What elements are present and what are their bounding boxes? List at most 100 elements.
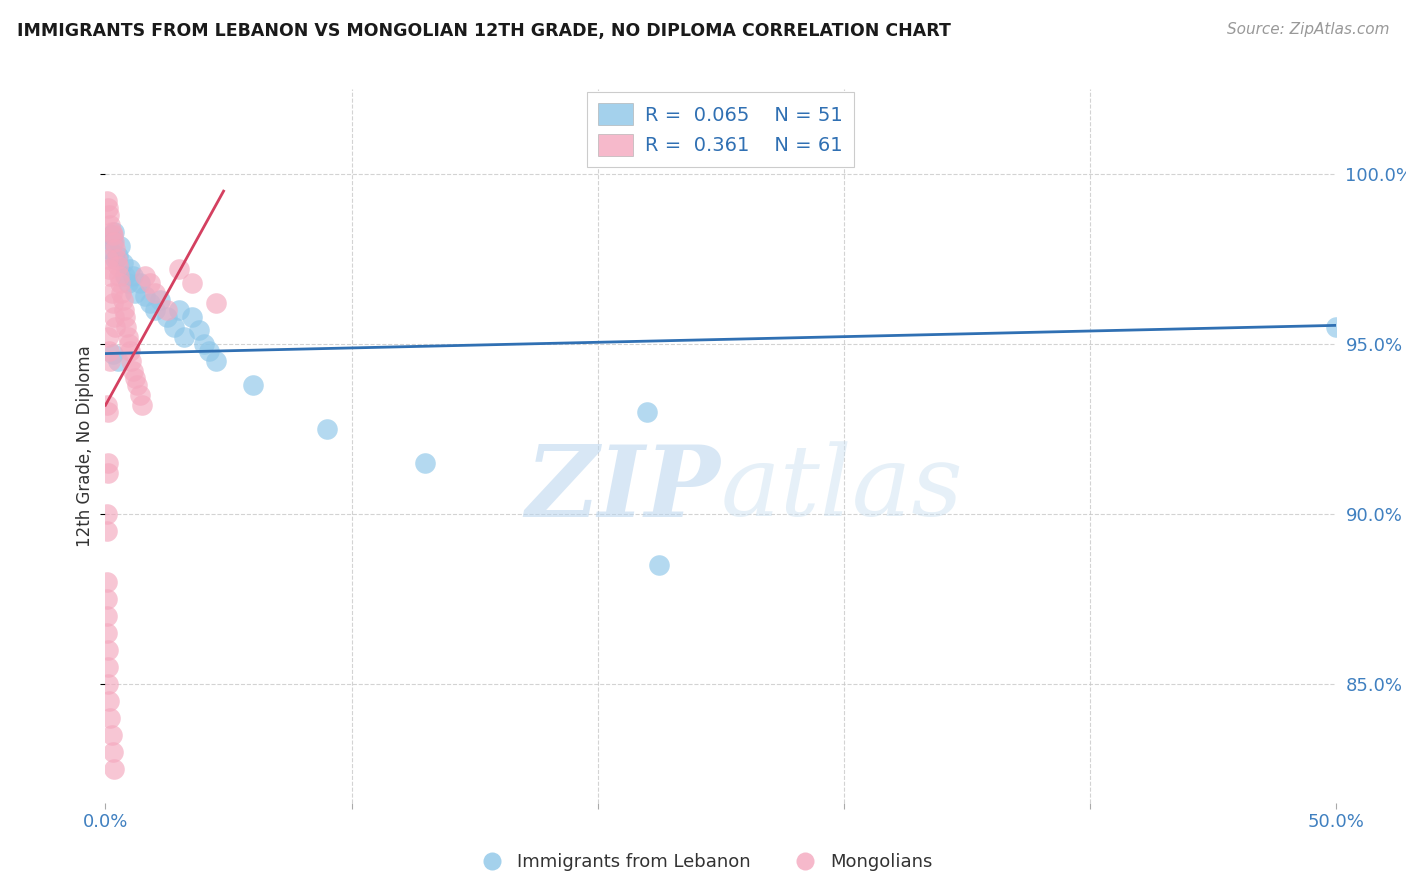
Point [98,269,122,284]
Point [124,286,146,301]
Point [143,286,166,301]
Point [110,238,132,252]
Legend: Immigrants from Lebanon, Mongolians: Immigrants from Lebanon, Mongolians [467,847,939,879]
Point [100,225,122,239]
Point [96,591,118,606]
Point [110,286,132,301]
Point [105,252,128,266]
Point [107,259,129,273]
Point [97,677,120,691]
Point [193,337,215,351]
Point [98,343,121,358]
Point [98,354,122,368]
Point [96,626,118,640]
Point [111,255,134,269]
Point [149,293,172,307]
Point [129,388,152,402]
Point [103,310,125,324]
Text: atlas: atlas [721,442,963,536]
Point [104,252,127,266]
Point [117,330,139,344]
Point [120,343,141,358]
Point [98,242,121,256]
Point [173,330,195,344]
Point [197,343,221,358]
Point [129,276,152,290]
Point [108,269,131,284]
Point [97,252,120,266]
Point [98,694,121,708]
Point [96,524,118,538]
Point [98,711,122,725]
Point [100,728,122,742]
Point [101,235,124,249]
Point [96,398,118,412]
Point [97,201,120,215]
Point [111,293,134,307]
Point [101,745,124,759]
Point [205,354,228,368]
Point [188,323,211,337]
Point [97,643,120,657]
Point [169,262,191,277]
Point [97,456,120,470]
Point [97,330,120,344]
Point [97,466,120,480]
Point [101,347,124,361]
Point [101,296,124,310]
Point [107,249,129,263]
Text: IMMIGRANTS FROM LEBANON VS MONGOLIAN 12TH GRADE, NO DIPLOMA CORRELATION CHART: IMMIGRANTS FROM LEBANON VS MONGOLIAN 12T… [17,22,950,40]
Point [120,262,141,277]
Point [121,269,143,284]
Point [205,296,228,310]
Point [107,354,129,368]
Point [100,286,122,301]
Point [104,242,127,256]
Point [98,218,122,232]
Point [131,398,153,412]
Point [120,354,142,368]
Point [121,364,143,378]
Point [114,269,136,284]
Point [96,194,118,209]
Point [96,574,118,589]
Point [97,660,120,674]
Point [156,310,179,324]
Point [124,371,146,385]
Point [127,377,149,392]
Point [112,303,135,318]
Point [134,269,156,284]
Point [315,422,337,436]
Y-axis label: 12th Grade, No Diploma: 12th Grade, No Diploma [76,345,94,547]
Point [143,303,166,318]
Text: Source: ZipAtlas.com: Source: ZipAtlas.com [1226,22,1389,37]
Point [180,276,202,290]
Point [104,320,127,334]
Legend: R =  0.065    N = 51, R =  0.361    N = 61: R = 0.065 N = 51, R = 0.361 N = 61 [586,92,855,167]
Point [134,289,156,303]
Point [98,262,121,277]
Point [1324,320,1347,334]
Point [103,225,125,239]
Point [97,405,120,419]
Point [101,228,124,243]
Point [648,558,671,572]
Point [139,276,162,290]
Point [96,507,118,521]
Point [180,310,202,324]
Point [636,405,658,419]
Point [110,276,132,290]
Point [115,320,138,334]
Point [100,228,122,243]
Point [117,276,139,290]
Point [242,377,264,392]
Point [163,320,186,334]
Point [114,310,136,324]
Point [96,608,118,623]
Point [98,208,121,222]
Text: ZIP: ZIP [526,441,721,537]
Point [156,303,179,318]
Point [415,456,437,470]
Point [118,337,141,351]
Point [103,235,125,249]
